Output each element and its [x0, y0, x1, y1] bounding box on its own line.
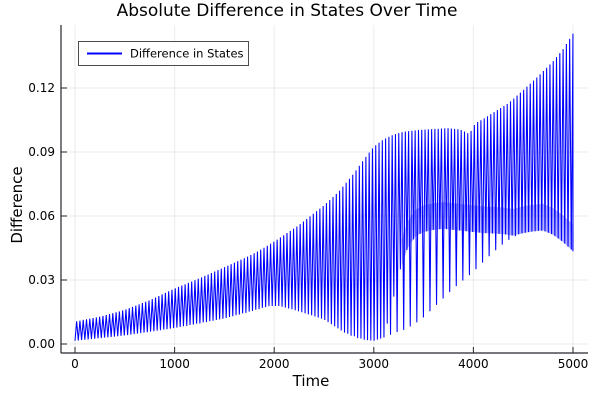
- x-tick-label: 5000: [558, 357, 589, 371]
- density-band: [401, 202, 573, 266]
- tick-labels: 0 1000 2000 3000 4000 5000 0.00 0.03 0.06 0.09 0.1…: [28, 81, 588, 371]
- chart-title: Absolute Difference in States Over Time: [116, 1, 458, 21]
- axes-spines-and-ticks: [60, 25, 588, 354]
- y-tick-label: 0.12: [28, 81, 55, 95]
- x-tick-label: 1000: [159, 357, 190, 371]
- x-tick-label: 3000: [359, 357, 390, 371]
- x-tick-label: 2000: [259, 357, 290, 371]
- x-tick-label: 4000: [458, 357, 489, 371]
- y-tick-label: 0.09: [28, 145, 55, 159]
- legend-label: Difference in States: [130, 47, 244, 61]
- series-difference-line: [74, 33, 574, 341]
- x-axis-label: Time: [292, 372, 330, 390]
- x-tick-label: 0: [71, 357, 79, 371]
- oscillation-density-band: [401, 202, 573, 266]
- legend: Difference in States: [78, 41, 249, 66]
- y-tick-label: 0.03: [28, 273, 55, 287]
- y-tick-label: 0.00: [28, 337, 55, 351]
- series-group: [74, 33, 574, 341]
- y-tick-label: 0.06: [28, 209, 55, 223]
